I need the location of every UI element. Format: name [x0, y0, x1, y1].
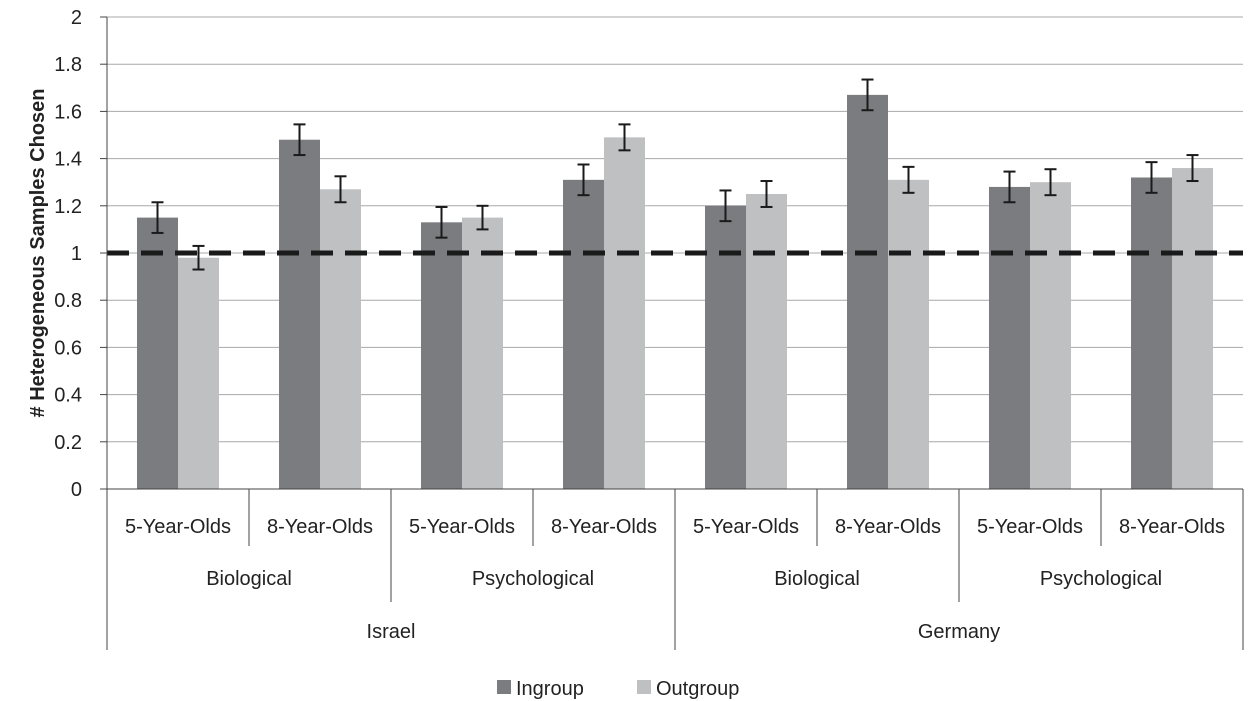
ingroup-bar — [989, 186, 1030, 490]
bars — [137, 94, 1213, 490]
outgroup-bar — [462, 217, 503, 489]
outgroup-bar — [746, 194, 787, 489]
ingroup-bar — [705, 205, 746, 490]
x-category-label: 8-Year-Olds — [551, 516, 657, 538]
y-tick-label: 1.8 — [54, 54, 82, 76]
y-tick-label: 0.4 — [54, 385, 82, 407]
x-category-labels: 5-Year-Olds 8-Year-Olds 5-Year-Olds 8-Year-… — [106, 489, 1244, 650]
x-country-label: Israel — [367, 621, 416, 643]
y-tick-label: 0.6 — [54, 337, 82, 359]
x-group-label: Psychological — [472, 568, 594, 590]
legend: Ingroup Outgroup — [497, 678, 739, 700]
y-tick-labels: 0 0.2 0.4 0.6 0.8 1 1.2 1.4 1.6 1.8 2 — [54, 7, 82, 501]
ingroup-bar — [421, 222, 462, 489]
outgroup-bar — [1030, 182, 1071, 489]
y-axis-title: # Heterogeneous Samples Chosen — [27, 89, 49, 418]
x-category-label: 5-Year-Olds — [409, 516, 515, 538]
y-tick-label: 0.2 — [54, 432, 82, 454]
x-category-label: 8-Year-Olds — [835, 516, 941, 538]
outgroup-bar — [888, 179, 929, 489]
y-tick-label: 1.2 — [54, 196, 82, 218]
legend-ingroup-label: Ingroup — [516, 678, 584, 700]
x-category-label: 5-Year-Olds — [693, 516, 799, 538]
x-category-label: 8-Year-Olds — [1119, 516, 1225, 538]
legend-outgroup-swatch — [637, 680, 651, 694]
legend-outgroup-label: Outgroup — [656, 678, 739, 700]
y-tick-label: 1 — [71, 243, 82, 265]
outgroup-bar — [178, 257, 219, 489]
ingroup-bar — [563, 179, 604, 489]
outgroup-bar — [1172, 168, 1213, 490]
x-group-label: Psychological — [1040, 568, 1162, 590]
outgroup-bar — [320, 189, 361, 489]
x-group-label: Biological — [206, 568, 292, 590]
y-tick-label: 0.8 — [54, 290, 82, 312]
ingroup-bar — [847, 94, 888, 489]
ingroup-bar — [1131, 177, 1172, 490]
y-tick-label: 1.6 — [54, 101, 82, 123]
x-country-label: Germany — [918, 621, 1000, 643]
x-group-label: Biological — [774, 568, 860, 590]
ingroup-bar — [279, 139, 320, 489]
ingroup-bar — [137, 217, 178, 489]
y-tick-label: 0 — [71, 479, 82, 501]
outgroup-bar — [604, 137, 645, 490]
y-tick-label: 2 — [71, 7, 82, 29]
x-category-label: 5-Year-Olds — [125, 516, 231, 538]
error-bars — [151, 78, 1199, 271]
x-category-label: 5-Year-Olds — [977, 516, 1083, 538]
y-tick-label: 1.4 — [54, 149, 82, 171]
x-category-label: 8-Year-Olds — [267, 516, 373, 538]
legend-ingroup-swatch — [497, 680, 511, 694]
